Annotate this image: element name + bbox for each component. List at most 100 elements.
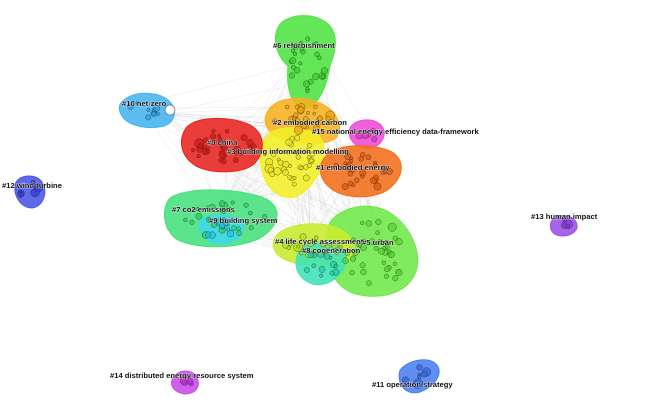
cluster-node bbox=[269, 171, 276, 177]
cluster-node bbox=[211, 129, 216, 133]
label-operation-strategy: #11 operation strategy bbox=[372, 380, 453, 389]
cluster-node bbox=[313, 104, 318, 109]
cluster-node bbox=[349, 156, 354, 160]
cluster-node bbox=[318, 266, 326, 273]
label-wind-turbine: #12 wind turbine bbox=[2, 181, 62, 190]
cluster-node bbox=[329, 270, 335, 276]
cluster-node bbox=[248, 225, 254, 231]
cluster-node bbox=[319, 273, 324, 278]
label-human-impact: #13 human impact bbox=[531, 212, 598, 221]
cluster-node bbox=[347, 171, 354, 177]
cluster-node bbox=[386, 168, 393, 175]
cluster-node bbox=[303, 247, 309, 253]
cluster-node bbox=[195, 213, 203, 220]
cluster-node bbox=[292, 51, 298, 57]
cluster-node bbox=[299, 250, 304, 256]
cluster-node bbox=[371, 136, 378, 143]
cluster-node bbox=[293, 112, 299, 118]
cluster-node bbox=[360, 152, 366, 158]
cluster-node bbox=[309, 158, 314, 163]
cluster-node bbox=[236, 230, 242, 236]
cluster-node bbox=[323, 253, 331, 260]
cluster-node bbox=[309, 151, 315, 157]
cluster-node bbox=[33, 183, 44, 193]
cluster-node bbox=[300, 122, 308, 129]
citation-link bbox=[157, 81, 311, 115]
cluster-node bbox=[344, 250, 350, 256]
cluster-node bbox=[135, 101, 140, 105]
cluster-node bbox=[285, 150, 290, 155]
cluster-node bbox=[373, 174, 379, 180]
cluster-node bbox=[226, 227, 231, 232]
cluster-node bbox=[196, 154, 201, 158]
cluster-node bbox=[227, 149, 232, 154]
cluster-node bbox=[248, 210, 253, 216]
cluster-node bbox=[271, 152, 277, 158]
cluster-node bbox=[384, 240, 389, 245]
cluster-node bbox=[307, 240, 314, 247]
cluster-node bbox=[294, 104, 300, 110]
cluster-node bbox=[306, 111, 310, 115]
cluster-node bbox=[151, 111, 157, 117]
cluster-node bbox=[288, 72, 295, 79]
label-net-zero: #10 net-zero bbox=[122, 99, 167, 108]
cluster-node bbox=[305, 36, 311, 42]
cluster-node bbox=[305, 148, 310, 154]
cluster-node bbox=[293, 117, 301, 125]
cluster-node bbox=[395, 238, 403, 246]
cluster-node bbox=[375, 230, 380, 236]
cluster-node bbox=[189, 219, 195, 225]
cluster-node bbox=[221, 209, 226, 215]
cluster-node bbox=[272, 118, 278, 125]
cluster-node bbox=[334, 162, 338, 167]
cluster-node bbox=[312, 73, 320, 80]
cluster-node bbox=[381, 165, 387, 170]
cluster-node bbox=[206, 205, 211, 210]
cluster-nodes bbox=[17, 36, 573, 389]
cluster-node bbox=[226, 230, 235, 238]
cluster-node bbox=[334, 250, 339, 255]
cluster-node bbox=[146, 108, 151, 112]
cluster-node bbox=[303, 116, 309, 122]
cluster-node bbox=[375, 219, 382, 225]
cluster-node bbox=[145, 114, 152, 121]
cluster-node bbox=[360, 268, 367, 275]
cluster-node bbox=[307, 163, 312, 168]
cluster-node bbox=[315, 121, 321, 127]
citation-link bbox=[156, 106, 288, 109]
citation-link bbox=[137, 102, 364, 248]
cluster-node bbox=[262, 214, 268, 220]
cluster-node bbox=[359, 262, 366, 269]
cluster-node bbox=[333, 263, 338, 268]
cluster-node bbox=[290, 48, 296, 53]
cluster-node bbox=[370, 128, 376, 134]
cluster-node bbox=[227, 207, 233, 213]
cluster-node bbox=[378, 247, 385, 255]
cluster-node bbox=[350, 255, 356, 262]
cluster-node bbox=[354, 177, 360, 183]
cluster-node bbox=[231, 225, 237, 231]
cluster-node bbox=[351, 183, 356, 187]
cluster-node bbox=[284, 104, 290, 110]
cluster-node bbox=[341, 183, 349, 190]
cluster-node bbox=[317, 115, 323, 122]
cluster-node bbox=[373, 182, 382, 191]
cluster-node bbox=[320, 67, 328, 75]
cluster-node bbox=[213, 220, 218, 225]
cluster-node bbox=[291, 181, 297, 187]
cluster-node bbox=[30, 179, 36, 185]
cluster-node bbox=[312, 111, 317, 116]
cluster-node bbox=[246, 139, 254, 147]
cluster-node bbox=[347, 161, 352, 167]
cluster-node bbox=[219, 200, 226, 207]
cluster-node bbox=[377, 239, 382, 244]
cluster-node bbox=[373, 245, 379, 251]
cluster-node bbox=[218, 151, 226, 159]
cluster-node bbox=[153, 104, 160, 112]
cluster-node bbox=[373, 163, 378, 168]
cluster-node bbox=[285, 138, 293, 146]
cluster-node bbox=[218, 222, 225, 229]
cluster-node bbox=[164, 104, 176, 116]
cluster-node bbox=[289, 57, 297, 64]
